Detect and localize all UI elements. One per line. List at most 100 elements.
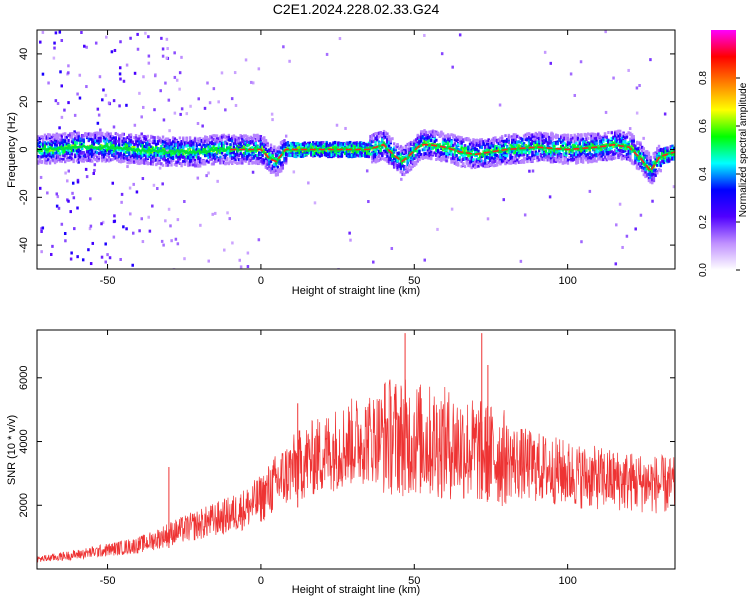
spectrum-band-cell [106,142,109,146]
spectrum-noise-cell [176,218,180,222]
spectrum-noise-cell [65,156,69,160]
spectrum-band-cell [165,146,168,150]
spectrum-band-cell [207,143,210,147]
spectrum-band-cell [473,150,477,154]
spectrum-band-cell [141,141,144,145]
spectrum-noise-cell [167,98,171,102]
spectrum-band-cell [446,138,450,142]
spectrum-band-cell [595,159,598,163]
spectrum-band-cell [524,149,527,153]
spectrum-band-cell [440,159,443,163]
spectrum-band-cell [379,147,382,151]
spectrum-band-cell [236,136,239,140]
spectrum-band-cell [134,134,138,138]
spectrum-noise-cell [92,171,95,175]
spectrum-band-cell [222,145,225,149]
spectrum-band-cell [580,134,583,138]
spectrum-band-cell [433,140,436,144]
spectrum-band-cell [563,134,566,138]
spectrum-band-cell [301,151,305,155]
spectrum-band-cell [517,150,521,154]
spectrum-band-cell [556,142,560,146]
spectrum-band-cell [204,162,207,166]
spectrum-noise-cell [634,227,637,231]
spectrum-band-cell [200,147,204,151]
spectrum-band-cell [313,154,317,158]
spectrum-band-cell [234,141,237,145]
spectrum-band-cell [468,156,472,160]
spectrum-band-cell [482,141,485,145]
spectrum-band-cell [565,134,568,138]
spectrum-noise-cell [141,240,145,244]
spectrum-band-cell [305,150,308,154]
spectrum-band-cell [578,151,581,155]
spectrum-band-cell [303,153,306,157]
spectrum-band-cell [452,135,455,139]
spectrum-band-cell [548,154,551,158]
spectrum-band-cell [212,137,215,141]
spectrum-band-cell [117,140,121,144]
spectrum-band-cell [575,149,578,153]
spectrum-band-cell [376,138,379,142]
spectrum-band-cell [60,136,64,140]
spectrum-band-cell [139,140,143,144]
spectrum-band-cell [365,154,369,158]
spectrum-band-cell [566,141,570,145]
spectrum-band-cell [121,158,124,162]
spectrum-band-cell [123,141,126,145]
spectrum-band-cell [541,139,544,143]
spectrum-band-cell [364,154,367,158]
spectrum-noise-cell [118,66,122,70]
spectrum-band-cell [197,156,200,160]
spectrum-band-cell [487,164,490,168]
spectrum-band-cell [144,137,148,141]
spectrum-band-cell [246,140,249,144]
spectrum-band-cell [74,155,77,159]
spectrum-noise-cell [246,251,250,255]
spectrum-band-cell [136,150,139,154]
spectrum-band-cell [391,137,394,141]
spectrum-band-cell [338,154,342,158]
spectrum-band-cell [165,154,168,158]
spectrum-band-cell [63,149,67,153]
spectrum-band-cell [315,151,318,155]
spectrum-band-cell [114,138,118,142]
spectrum-band-cell [468,142,472,146]
spectrum-band-cell [514,153,517,157]
spectrum-band-cell [592,144,595,148]
spectrum-band-cell [111,137,114,141]
spectrum-band-cell [94,133,97,137]
spectrum-band-cell [84,156,87,160]
spectrum-band-cell [148,152,151,156]
spectrum-band-cell [311,153,315,157]
spectrum-noise-cell [88,227,92,231]
spectrum-band-cell [70,157,74,161]
spectrum-noise-cell [621,245,624,249]
spectrum-band-cell [138,158,141,162]
spectrum-band-cell [259,152,263,156]
spectrum-band-cell [106,138,109,142]
spectrum-band-cell [283,139,286,143]
spectrum-band-cell [55,139,58,143]
spectrum-band-cell [224,158,227,162]
spectrum-band-cell [133,152,136,156]
spectrum-band-cell [151,135,155,139]
spectrum-band-cell [531,140,534,144]
spectrum-band-cell [413,160,416,164]
spectrum-band-cell [426,135,430,139]
spectrum-noise-cell [67,169,70,173]
spectrum-band-cell [411,154,414,158]
spectrum-band-cell [126,157,129,161]
spectrum-band-cell [90,159,94,163]
spectrum-band-cell [543,157,546,161]
spectrum-band-cell [84,153,87,157]
spectrum-band-cell [586,152,590,156]
spectrum-band-cell [60,134,64,138]
spectrum-band-cell [490,160,494,164]
spectrum-band-cell [257,139,261,143]
spectrum-band-cell [231,156,234,160]
spectrum-band-cell [155,145,158,149]
spectrum-band-cell [254,134,258,138]
spectrum-noise-cell [344,126,347,130]
spectrum-band-cell [79,149,82,153]
